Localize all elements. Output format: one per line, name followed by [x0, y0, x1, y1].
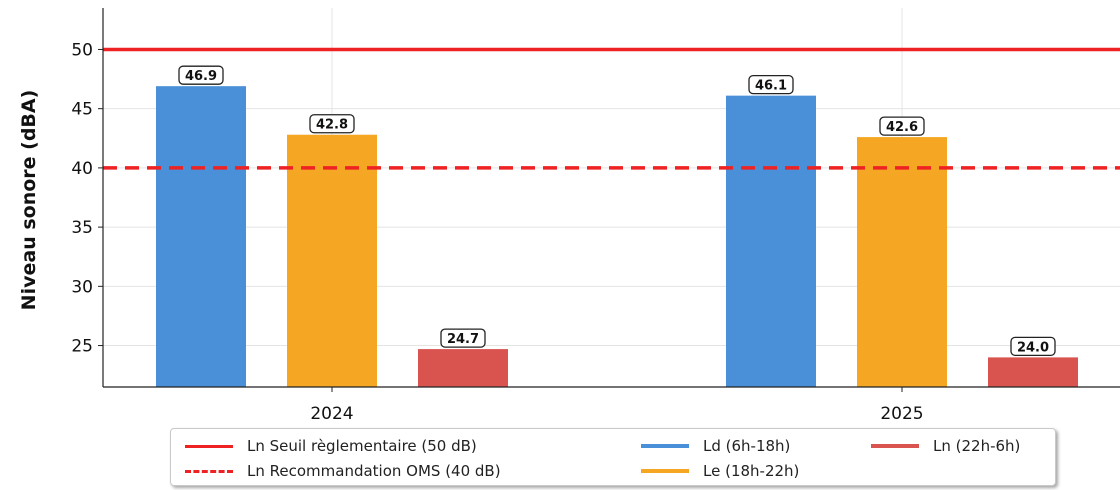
bar-ld-2024 — [156, 86, 246, 387]
y-tick-label: 45 — [71, 100, 93, 120]
data-label-box — [178, 65, 224, 85]
legend-swatch-dashed-line — [185, 469, 233, 473]
legend-label: Le (18h-22h) — [703, 462, 800, 480]
legend-swatch-le — [641, 469, 689, 473]
bar-le-2024 — [287, 134, 377, 387]
bar-le-2025 — [857, 137, 947, 387]
axes: 25 30 35 40 45 50 2024 2025 — [71, 8, 1120, 424]
reference-lines — [103, 47, 1120, 170]
y-tick-label: 25 — [71, 337, 93, 357]
y-tick-label: 50 — [71, 40, 93, 60]
y-tick-label: 35 — [71, 218, 93, 238]
y-axis-label: Niveau sonore (dBA) — [18, 90, 40, 311]
x-tick-label: 2024 — [310, 404, 353, 424]
data-label: 24.0 — [1017, 340, 1049, 355]
legend-label: Ld (6h-18h) — [703, 437, 791, 455]
data-label-box — [309, 114, 355, 134]
data-label-box — [879, 116, 925, 136]
bars — [156, 86, 1078, 388]
data-label: 42.8 — [316, 118, 348, 133]
legend-item-le: Le (18h-22h) — [641, 461, 799, 481]
legend-swatch-ld — [641, 444, 689, 448]
x-tick-label: 2025 — [880, 404, 923, 424]
data-label: 46.1 — [755, 79, 787, 94]
data-label: 46.9 — [185, 69, 217, 84]
legend-label: Ln Recommandation OMS (40 dB) — [247, 462, 501, 480]
bar-ln-2024 — [418, 349, 508, 387]
legend-item-seuil: Ln Seuil règlementaire (50 dB) — [185, 436, 477, 456]
data-label: 24.7 — [447, 332, 479, 347]
data-label-box — [748, 74, 794, 95]
data-labels: 46.9 46.1 42.8 42.6 24.7 24.0 — [178, 65, 1056, 357]
legend-swatch-ln — [871, 444, 919, 448]
grid — [103, 8, 1120, 387]
legend: Ln Seuil règlementaire (50 dB) Ln Recomm… — [170, 428, 1056, 486]
legend-label: Ln Seuil règlementaire (50 dB) — [247, 437, 477, 455]
y-tick-label: 30 — [71, 277, 93, 297]
data-label-box — [1010, 336, 1056, 357]
legend-item-ln: Ln (22h-6h) — [871, 436, 1020, 456]
chart: 46.9 46.1 42.8 42.6 24.7 24.0 25 30 35 40 45 50 202… — [18, 8, 1120, 424]
y-tick-label: 40 — [71, 159, 93, 179]
legend-item-ld: Ld (6h-18h) — [641, 436, 790, 456]
legend-label: Ln (22h-6h) — [933, 437, 1021, 455]
bar-ld-2025 — [726, 95, 816, 388]
bar-ln-2025 — [988, 357, 1078, 387]
data-label: 42.6 — [886, 120, 918, 135]
legend-swatch-solid-line — [185, 444, 233, 448]
data-label-box — [440, 328, 486, 348]
legend-item-oms: Ln Recommandation OMS (40 dB) — [185, 461, 501, 481]
